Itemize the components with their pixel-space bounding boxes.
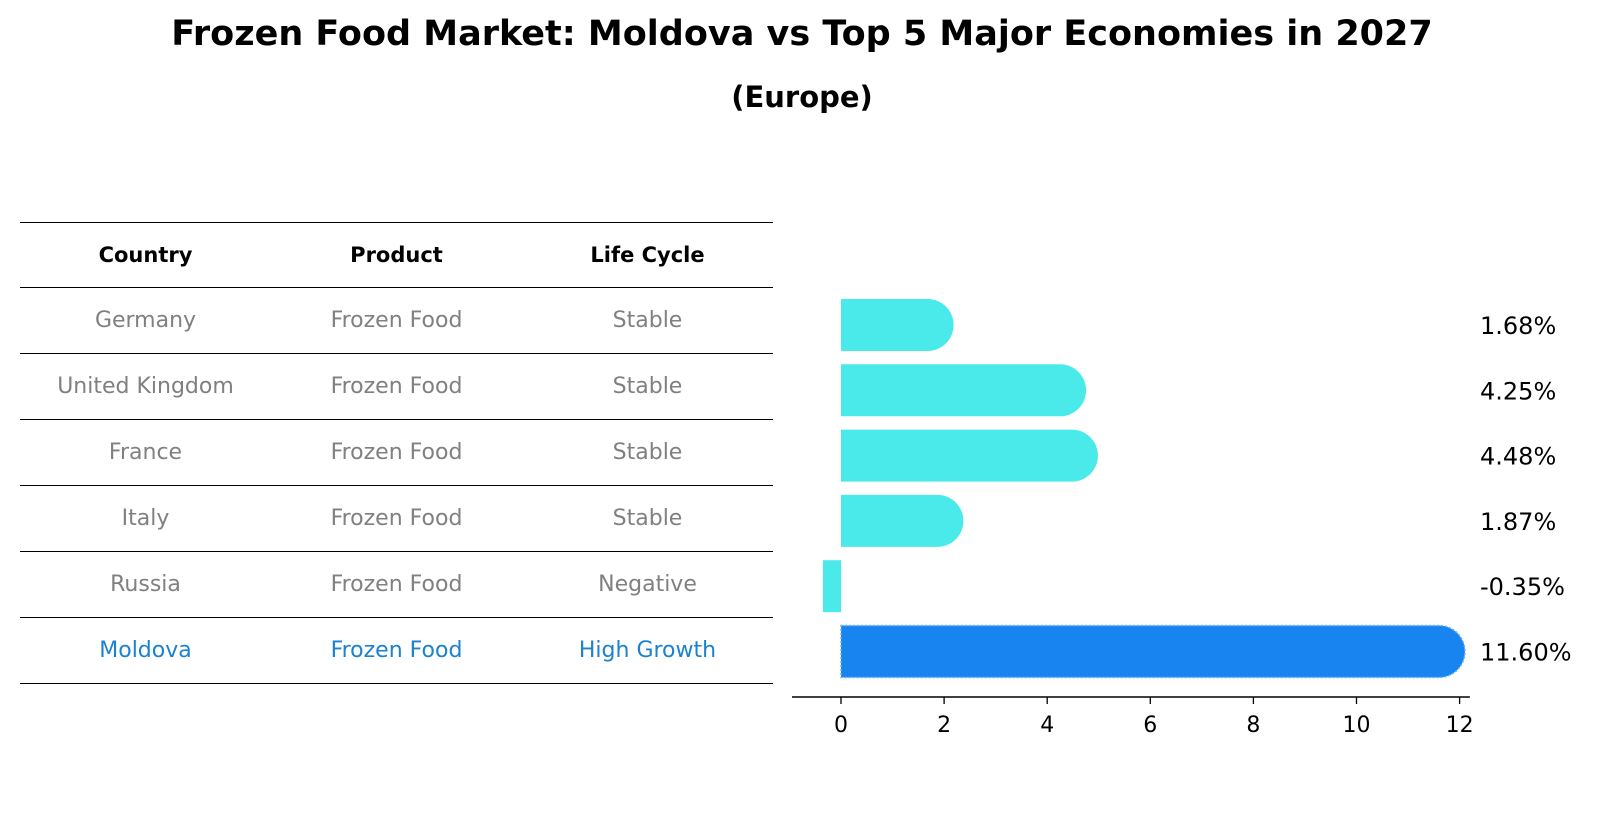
header-country: Country: [98, 243, 193, 267]
cell-country: France: [108, 440, 183, 465]
data-label: 1.68%: [1480, 312, 1556, 340]
x-tick-label: 8: [1246, 713, 1260, 738]
x-tick-label: 10: [1343, 713, 1371, 738]
bar-united-kingdom: [841, 364, 1087, 417]
x-tick-label: 6: [1143, 713, 1157, 738]
cell-life-cycle: High Growth: [578, 638, 717, 663]
x-tick-label: 12: [1446, 713, 1474, 738]
cell-country: Italy: [121, 506, 170, 531]
cell-product: Frozen Food: [330, 506, 463, 531]
header-product: Product: [350, 243, 443, 267]
cell-product: Frozen Food: [330, 638, 463, 663]
x-tick-label: 4: [1040, 713, 1054, 738]
table-header-row: Country Product Life Cycle: [20, 222, 773, 288]
data-label: 11.60%: [1480, 639, 1572, 667]
bar-moldova: [840, 624, 1466, 679]
header-life-cycle: Life Cycle: [590, 243, 705, 267]
data-label: -0.35%: [1480, 573, 1565, 601]
x-tick-label: 0: [834, 713, 848, 738]
table-row-highlight: Moldova Frozen Food High Growth: [20, 618, 773, 684]
country-table: Country Product Life Cycle Germany Froze…: [20, 222, 773, 684]
bar-russia: [822, 560, 841, 613]
cell-life-cycle: Stable: [612, 440, 683, 465]
chart-subtitle: (Europe): [731, 80, 873, 114]
x-tick-label: 2: [937, 713, 951, 738]
data-label: 4.25%: [1480, 377, 1556, 405]
table-row: United Kingdom Frozen Food Stable: [20, 354, 773, 420]
cell-country: Russia: [110, 572, 181, 597]
table-row: Germany Frozen Food Stable: [20, 288, 773, 354]
data-label: 1.87%: [1480, 508, 1556, 536]
cell-product: Frozen Food: [330, 440, 463, 465]
cell-product: Frozen Food: [330, 572, 463, 597]
chart-title: Frozen Food Market: Moldova vs Top 5 Maj…: [171, 14, 1433, 54]
table-row: Italy Frozen Food Stable: [20, 486, 773, 552]
table-row: France Frozen Food Stable: [20, 420, 773, 486]
bar-italy: [841, 494, 964, 547]
cell-country: United Kingdom: [57, 374, 234, 399]
cell-product: Frozen Food: [330, 374, 463, 399]
bar-france: [841, 429, 1098, 482]
cell-life-cycle: Stable: [612, 374, 683, 399]
cell-country: Germany: [94, 308, 197, 333]
cell-life-cycle: Stable: [612, 506, 683, 531]
table-row: Russia Frozen Food Negative: [20, 552, 773, 618]
bar-germany: [841, 299, 954, 351]
cell-product: Frozen Food: [330, 308, 463, 333]
cell-life-cycle: Negative: [598, 572, 697, 597]
data-label: 4.48%: [1480, 443, 1556, 471]
cell-country: Moldova: [99, 638, 192, 663]
cell-life-cycle: Stable: [612, 308, 683, 333]
